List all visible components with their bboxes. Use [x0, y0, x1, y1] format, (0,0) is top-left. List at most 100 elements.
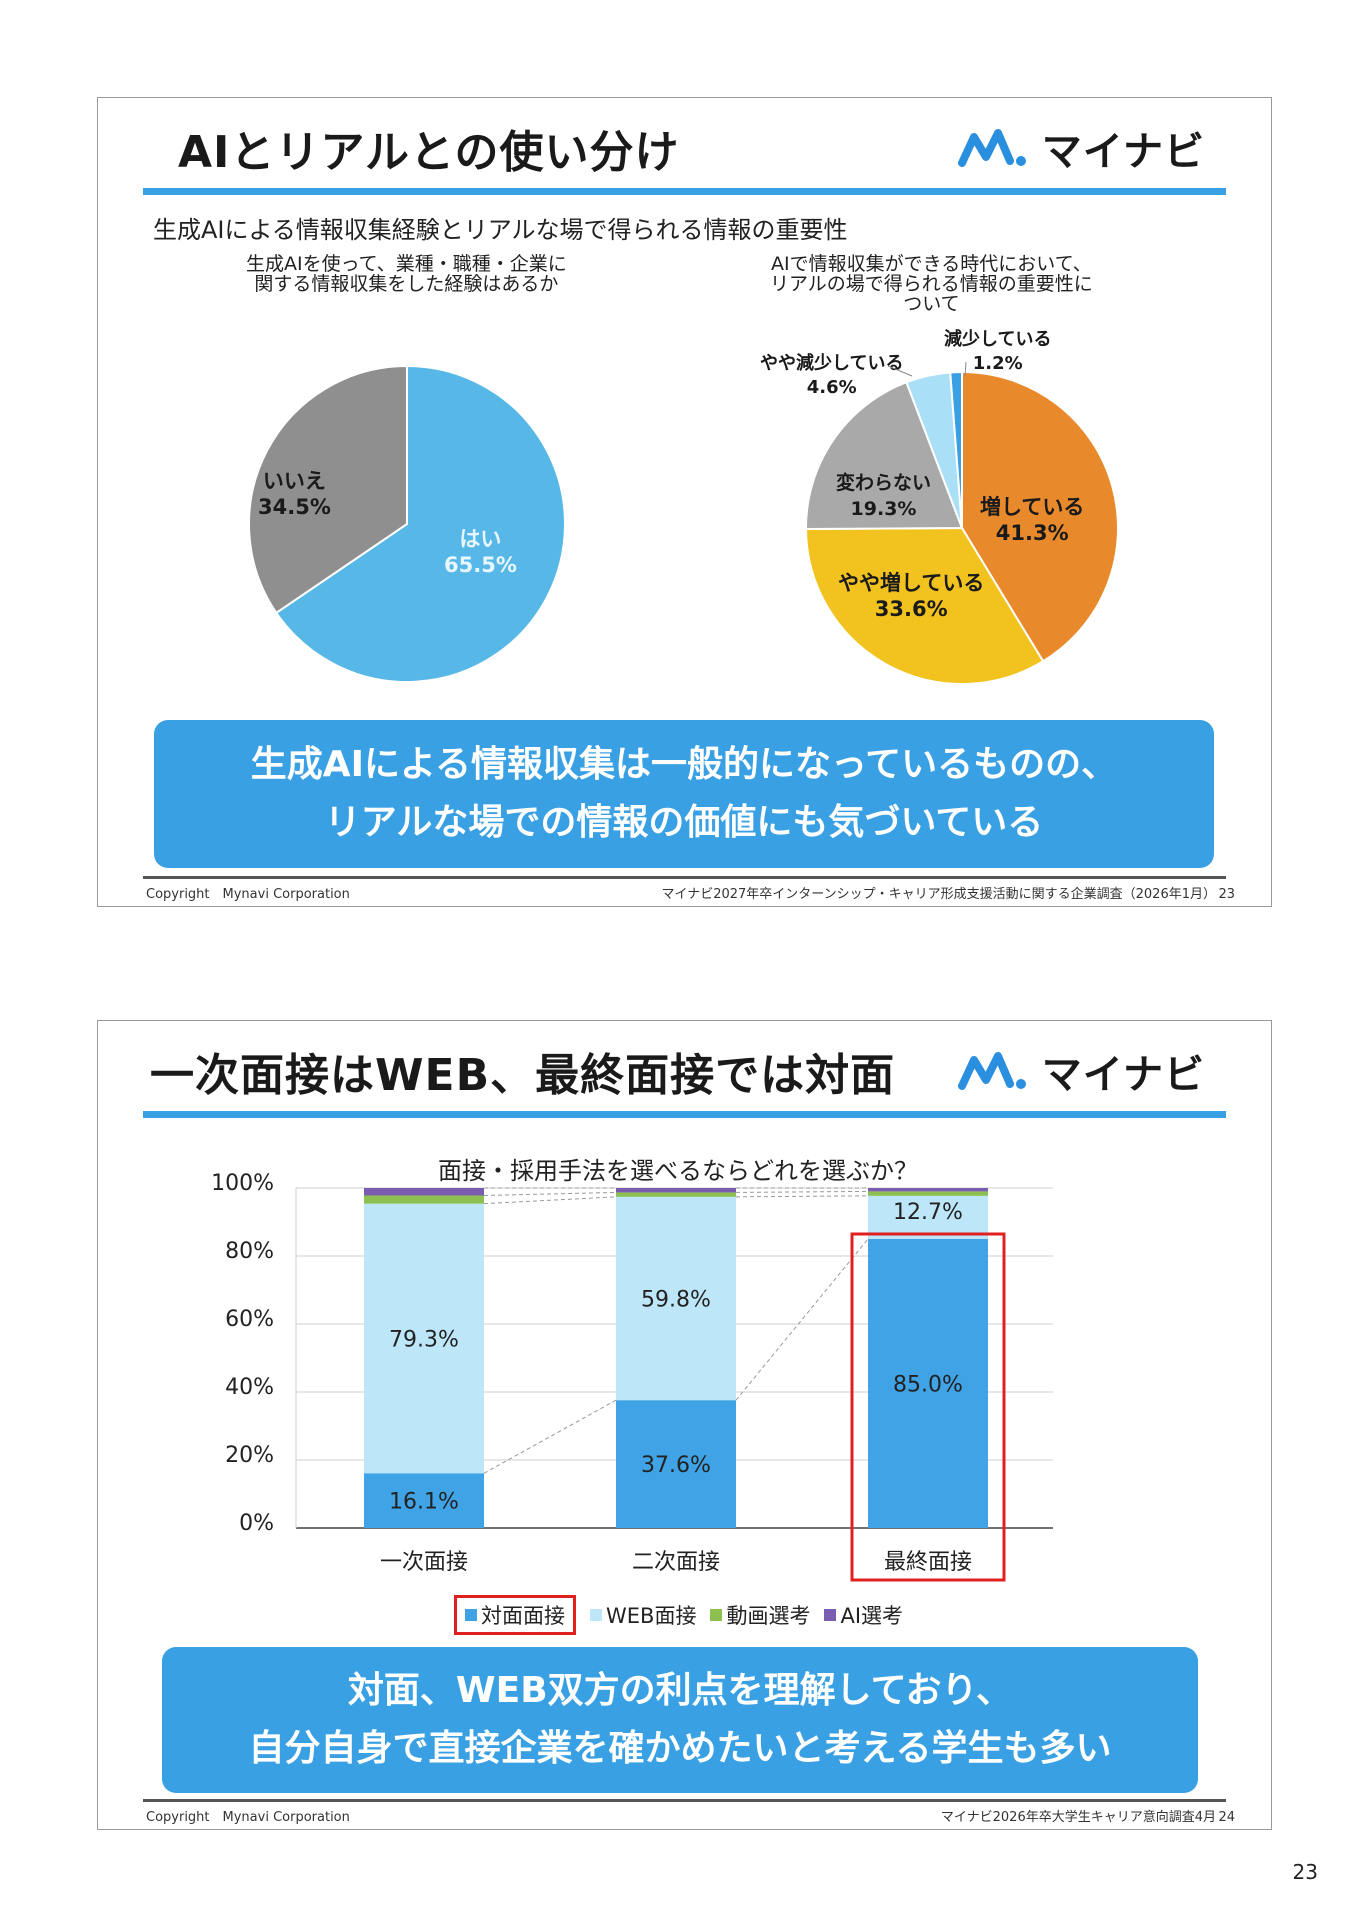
y-tick-label: 20% [225, 1443, 274, 1468]
leader-line [964, 361, 967, 377]
bar-segment [616, 1196, 736, 1401]
connector-line [735, 1238, 869, 1401]
callout-line: 自分自身で直接企業を確かめたいと考える学生も多い [248, 1728, 1112, 1769]
question-line: リアルの場で得られる情報の重要性に [770, 273, 1093, 295]
legend-item-video: 動画選考 [710, 1600, 810, 1630]
pie-slice [805, 380, 964, 530]
slide-ai-vs-real: AIとリアルとの使い分け マイナビ 生成AIによる情報収集経験とリアルな場で得ら… [97, 97, 1272, 907]
bar-data-label: 37.6% [641, 1453, 711, 1478]
pie-chart-real-importance [804, 370, 1119, 685]
pie-label-unchanged: 変わらない 19.3% [836, 470, 931, 522]
copyright: Copyright Mynavi Corporation [146, 1810, 350, 1825]
bar-segment [868, 1195, 988, 1239]
pie-label-text: 変わらない [836, 472, 932, 494]
mynavi-logo: マイナビ [957, 120, 1205, 176]
question-line: AIで情報収集ができる時代において、 [771, 253, 1092, 275]
pie-chart-ai-experience [248, 364, 566, 683]
pie-label-decrease: 減少している 1.2% [944, 328, 1051, 376]
legend-swatch [824, 1609, 837, 1621]
leader-line [887, 365, 913, 377]
category-label: 二次面接 [632, 1550, 720, 1575]
bar-segment [868, 1239, 988, 1528]
y-tick-label: 40% [225, 1375, 274, 1400]
source-note: マイナビ2027年卒インターンシップ・キャリア形成支援活動に関する企業調査（20… [661, 887, 1216, 902]
legend-label: 対面面接 [481, 1604, 565, 1628]
pie-label-value: 65.5% [444, 553, 517, 577]
pie-label-text: 減少している [944, 329, 1052, 350]
slide-page-number: 23 [1218, 887, 1235, 902]
connector-line [483, 1191, 617, 1196]
bar-data-label: 59.8% [641, 1288, 711, 1313]
pie-label-value: 19.3% [850, 498, 917, 520]
title-rule [143, 1111, 1226, 1118]
document-page-number: 23 [1292, 1860, 1318, 1884]
legend-item-face-to-face: 対面面接 [454, 1595, 576, 1635]
pie-label-yes: はい 65.5% [444, 526, 517, 578]
bar-segment [616, 1188, 736, 1193]
mynavi-logo: マイナビ [957, 1043, 1205, 1099]
legend-label: AI選考 [840, 1604, 904, 1628]
section-subheading: 生成AIによる情報収集経験とリアルな場で得られる情報の重要性 [153, 216, 848, 244]
bar-segment [868, 1191, 988, 1196]
left-pie-question: 生成AIを使って、業種・職種・企業に 関する情報収集をした経験はあるか [246, 254, 567, 294]
bar-segment [364, 1473, 484, 1528]
y-tick-label: 60% [225, 1307, 274, 1332]
right-pie-question: AIで情報収集ができる時代において、 リアルの場で得られる情報の重要性に ついて [770, 254, 1093, 314]
summary-callout: 対面、WEB双方の利点を理解しており、 自分自身で直接企業を確かめたいと考える学… [162, 1647, 1198, 1793]
question-line: ついて [903, 293, 960, 315]
bar-segment [364, 1203, 484, 1474]
question-line: 生成AIを使って、業種・職種・企業に [246, 253, 567, 275]
question-line: 関する情報収集をした経験はあるか [254, 273, 559, 295]
callout-line: 生成AIによる情報収集は一般的になっているものの、 [250, 744, 1118, 785]
slide-title: AIとリアルとの使い分け [178, 127, 680, 178]
bar-data-label: 16.1% [389, 1490, 459, 1515]
pie-label-value: 4.6% [806, 377, 857, 398]
legend-item-web: WEB面接 [590, 1600, 696, 1630]
stacked-bar-chart: 16.1% 79.3% 一次面接 37.6% 59.8% 二次面接 85.0% 12.7% 最終… [295, 1187, 1053, 1582]
slide-page-number: 24 [1218, 1810, 1235, 1825]
y-tick-label: 80% [225, 1239, 274, 1264]
bar-data-label: 12.7% [893, 1200, 963, 1225]
pie-label-no: いいえ 34.5% [258, 468, 331, 520]
mynavi-logo-icon [957, 129, 1026, 167]
legend-swatch [710, 1609, 723, 1621]
footer-rule [143, 876, 1226, 879]
callout-line: 対面、WEB双方の利点を理解しており、 [347, 1670, 1013, 1711]
bar-data-label: 85.0% [893, 1373, 963, 1398]
logo-text: マイナビ [1041, 129, 1205, 175]
source-note: マイナビ2026年卒大学生キャリア意向調査4月 [940, 1810, 1216, 1825]
connector-line [483, 1196, 617, 1205]
pie-label-text: やや増している [838, 571, 985, 595]
category-label: 最終面接 [884, 1550, 972, 1575]
bar-segment [616, 1400, 736, 1528]
pie-label-value: 34.5% [258, 495, 331, 519]
title-rule [143, 188, 1226, 195]
highlight-box [850, 1232, 1006, 1582]
chart-legend: 対面面接 WEB面接 動画選考 AI選考 [454, 1595, 903, 1635]
pie-label-value: 33.6% [874, 597, 948, 621]
bar-segment [868, 1188, 988, 1192]
copyright: Copyright Mynavi Corporation [146, 887, 350, 902]
y-tick-label: 0% [239, 1511, 274, 1536]
pie-label-slight-decrease: やや減少している 4.6% [760, 352, 903, 400]
pie-label-text: やや減少している [760, 353, 904, 374]
pie-slice [949, 370, 963, 529]
legend-item-ai: AI選考 [824, 1600, 903, 1630]
pie-label-value: 41.3% [995, 521, 1069, 545]
connector-line [735, 1190, 869, 1193]
pie-label-text: いいえ [262, 469, 326, 493]
y-tick-label: 100% [211, 1171, 274, 1196]
logo-text: マイナビ [1041, 1052, 1205, 1098]
mynavi-logo-icon [957, 1052, 1026, 1090]
legend-swatch [465, 1609, 477, 1621]
pie-slice [961, 370, 1119, 663]
slide-interview-format: 一次面接はWEB、最終面接では対面 マイナビ 面接・採用手法を選べるならどれを選… [97, 1020, 1272, 1830]
callout-line: リアルな場での情報の価値にも気づいている [324, 802, 1044, 843]
pie-label-text: 増している [980, 495, 1085, 519]
legend-swatch [590, 1609, 602, 1621]
connector-line [735, 1195, 869, 1198]
pie-label-slight-increase: やや増している 33.6% [838, 570, 984, 622]
connector-line [483, 1399, 617, 1474]
bar-data-label: 79.3% [389, 1327, 459, 1352]
legend-label: 動画選考 [726, 1604, 811, 1628]
